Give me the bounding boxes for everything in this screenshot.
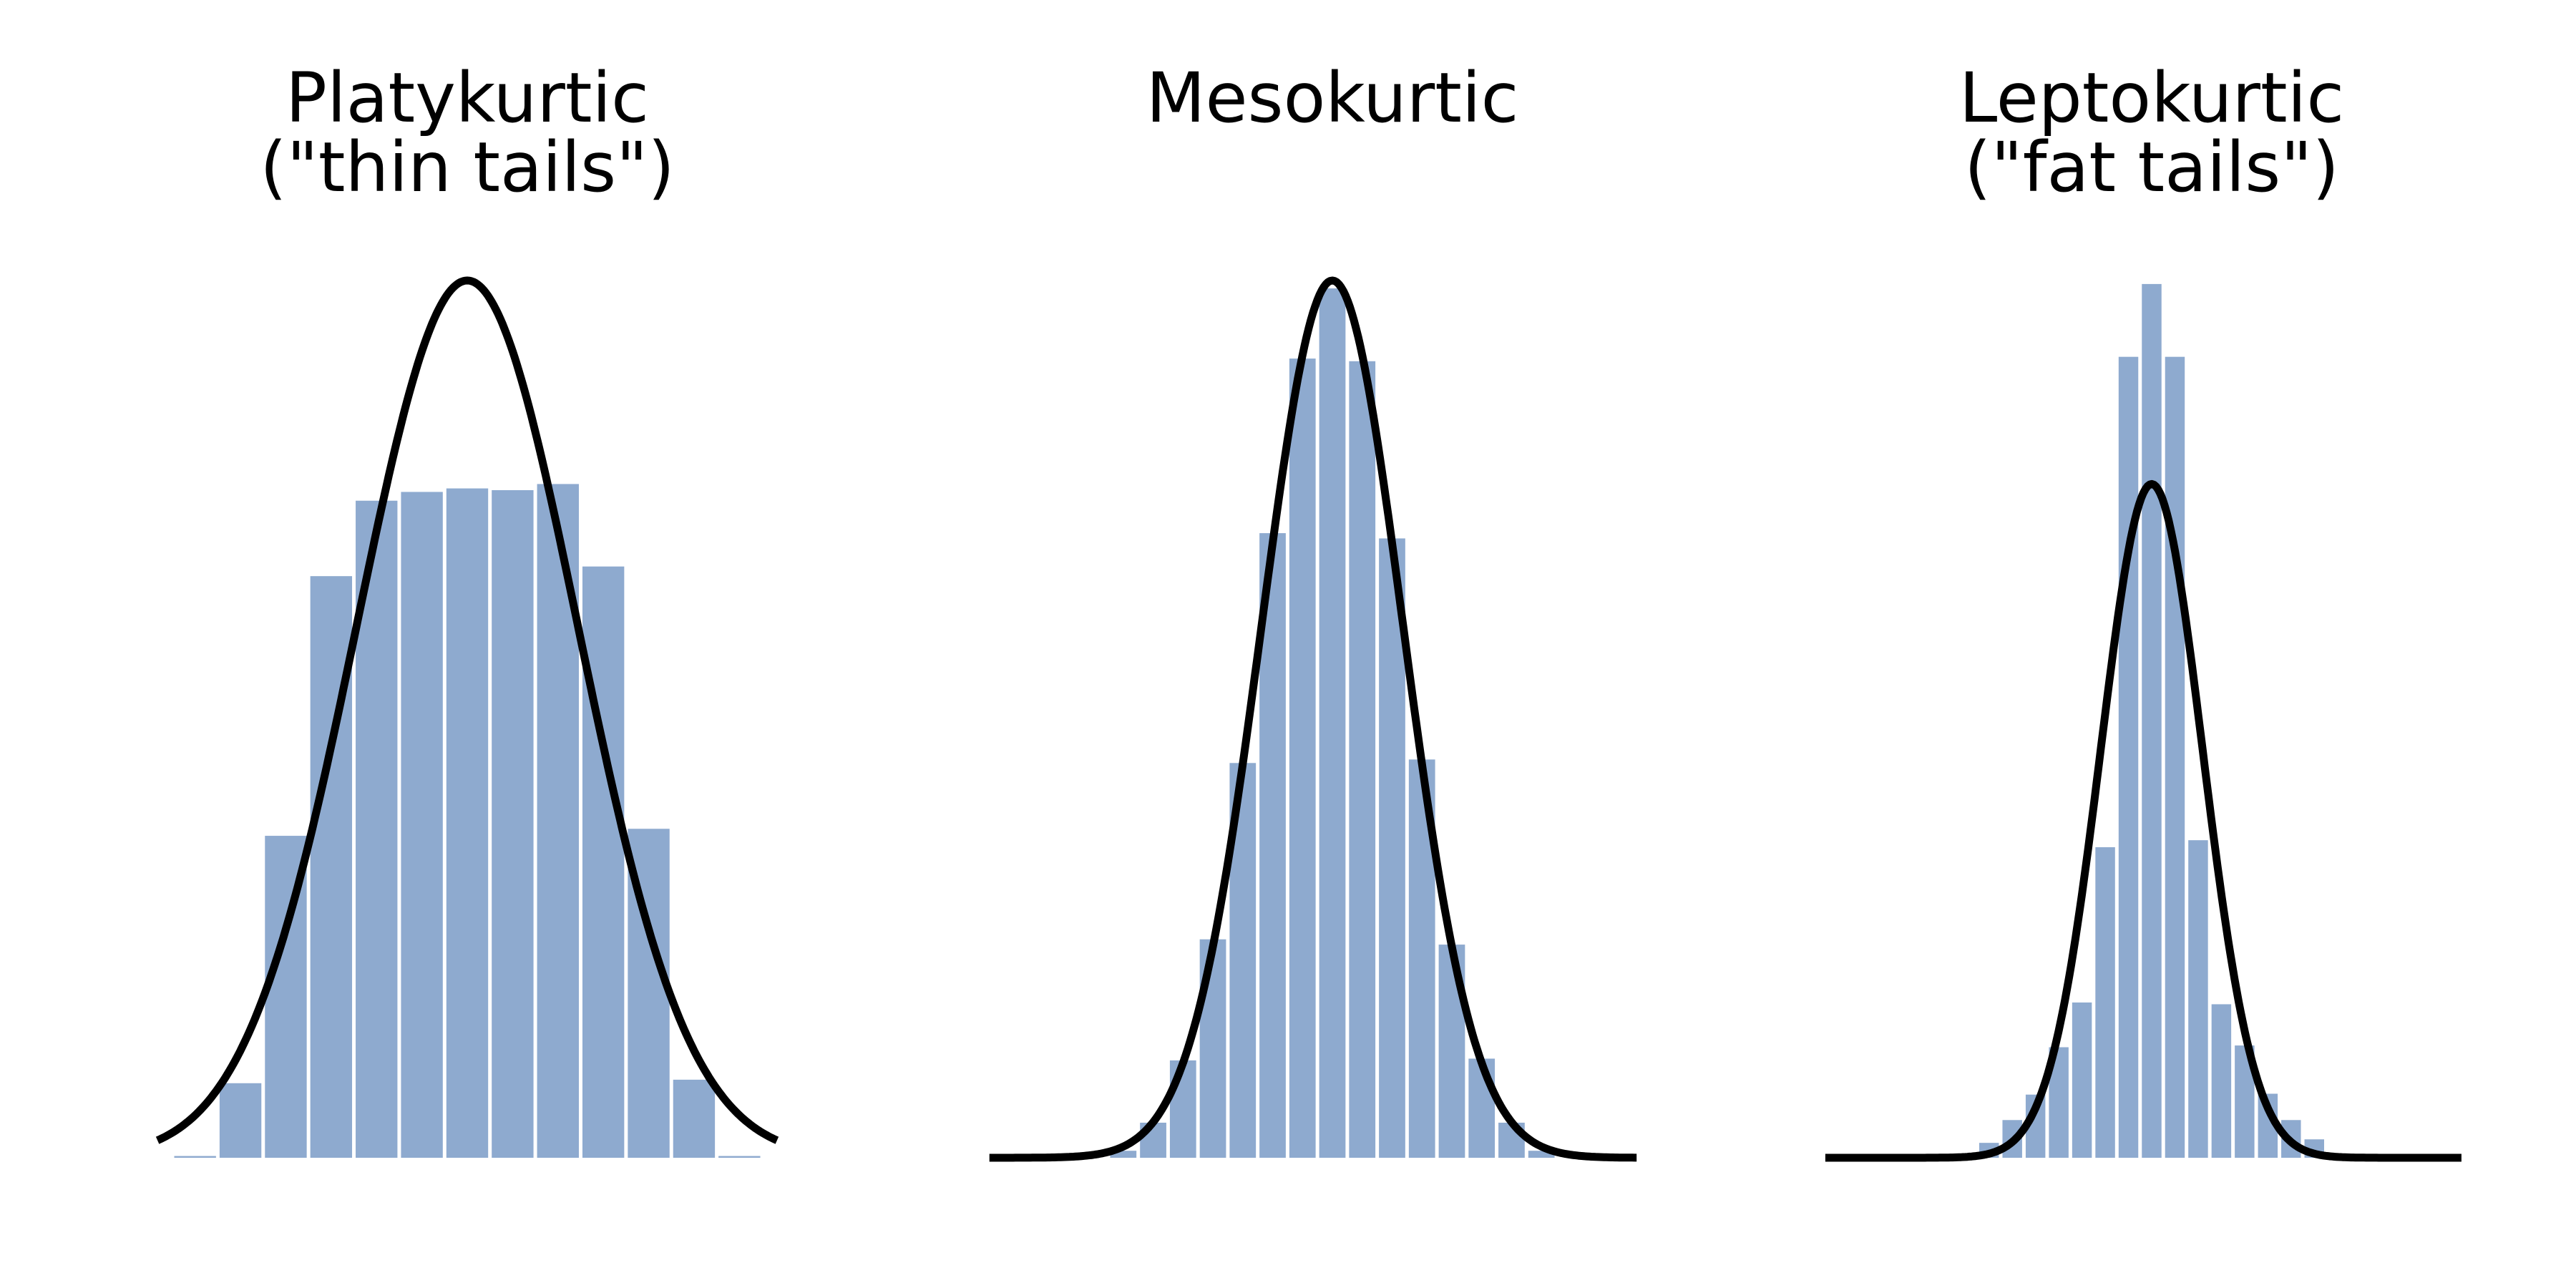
bar [582,566,625,1158]
bar [219,1083,262,1158]
chart-title: Platykurtic [286,58,649,138]
bar [1349,361,1376,1158]
chart-title: ("thin tails") [260,127,675,208]
normal-curve [1823,479,2464,1162]
chart-title: Mesokurtic [1146,58,1519,138]
bar [492,490,534,1158]
bar [673,1079,716,1158]
bar [174,1156,216,1158]
bar [401,492,443,1158]
bar [1379,538,1405,1158]
bar [2211,1004,2232,1158]
chart-title: ("fat tails") [1964,127,2339,208]
bar [1169,1060,1196,1158]
bar [718,1156,761,1158]
bar [2142,283,2162,1158]
bar [1528,1151,1555,1158]
bar [2095,847,2115,1158]
chart-title: Leptokurtic [1959,58,2344,138]
bar [2165,356,2185,1158]
bar [2118,356,2139,1158]
bar [446,488,489,1158]
normal-curve [987,276,1639,1162]
bar [2072,1002,2092,1158]
bar [1319,288,1346,1158]
bar [1289,358,1316,1158]
bar [1110,1151,1137,1158]
bar [2188,840,2208,1158]
normal-curve [155,276,779,1144]
